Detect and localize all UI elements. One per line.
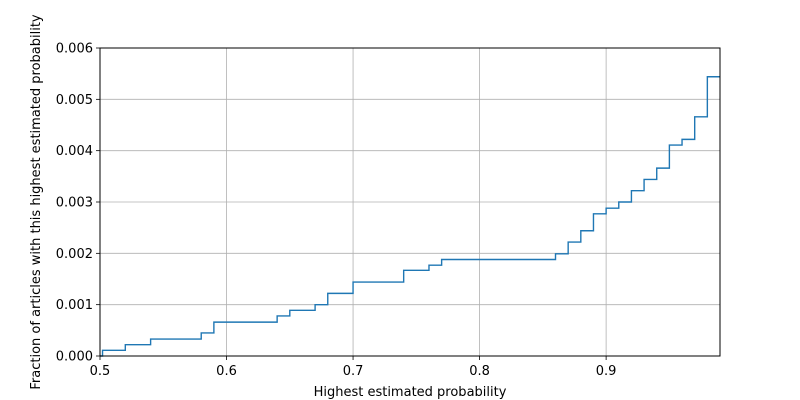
series-layer [100,76,720,357]
y-tick-label: 0.002 [56,247,93,262]
y-tick-label: 0.003 [56,196,93,211]
y-tick-label: 0.006 [56,42,93,57]
y-tick-label: 0.005 [56,93,93,108]
tick-layer: 0.5 0.6 0.7 0.8 0.9 0.000 0.001 0.002 0.003 0.004… [56,42,617,380]
x-tick-label: 0.6 [216,364,237,379]
x-tick-label: 0.7 [343,364,364,379]
y-tick-label: 0.001 [56,298,93,313]
y-tick-label: 0.000 [56,350,93,365]
y-axis-label: Fraction of articles with this highest e… [29,14,44,390]
x-tick-label: 0.9 [596,364,617,379]
x-tick-label: 0.5 [90,364,111,379]
y-tick-label: 0.004 [56,144,93,159]
series-line [100,76,720,357]
x-axis-label: Highest estimated probability [314,385,507,400]
x-tick-label: 0.8 [469,364,490,379]
